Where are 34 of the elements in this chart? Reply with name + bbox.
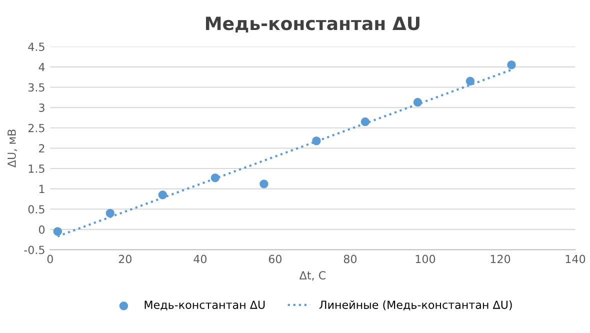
x-axis-title: Δt, C bbox=[299, 271, 326, 281]
y-tick-label: 0 bbox=[38, 225, 45, 234]
x-tick-label: 100 bbox=[416, 254, 436, 264]
y-tick-label: 3 bbox=[39, 104, 44, 112]
point bbox=[312, 136, 321, 146]
point bbox=[507, 60, 516, 70]
y-tick-label: 2 bbox=[39, 144, 44, 152]
x-tick-label: 0 bbox=[47, 254, 53, 264]
point bbox=[413, 98, 422, 107]
y-tick-label: 0.5 bbox=[28, 205, 44, 214]
point bbox=[466, 76, 475, 86]
x-tick-label: 40 bbox=[194, 254, 207, 264]
x-tick-label: 140 bbox=[566, 254, 586, 264]
y-tick-label: 1 bbox=[39, 184, 44, 194]
point bbox=[106, 208, 115, 218]
legend-label: Линейные (Медь-константан ΔU) bbox=[319, 300, 512, 310]
point bbox=[210, 173, 220, 182]
x-tick-label: 120 bbox=[490, 254, 510, 264]
y-tick-label: 3.5 bbox=[28, 83, 44, 92]
point bbox=[360, 117, 370, 126]
x-tick-label: 20 bbox=[118, 254, 132, 264]
y-tick-label: 4.5 bbox=[28, 42, 44, 51]
y-tick-label: 4 bbox=[38, 63, 45, 72]
y-tick-label: 2.5 bbox=[28, 124, 44, 132]
legend-label: Медь-константан ΔU bbox=[144, 300, 265, 310]
y-axis-title: ΔU, мВ bbox=[8, 130, 18, 168]
point bbox=[158, 190, 168, 200]
y-tick-label: 1.5 bbox=[28, 164, 44, 173]
point bbox=[260, 180, 268, 188]
y-tick-label: -0.5 bbox=[24, 246, 44, 254]
chart-title: Медь-константан ΔU bbox=[206, 16, 420, 32]
x-tick-label: 80 bbox=[344, 254, 357, 264]
x-tick-label: 60 bbox=[268, 254, 282, 264]
point bbox=[53, 227, 62, 236]
